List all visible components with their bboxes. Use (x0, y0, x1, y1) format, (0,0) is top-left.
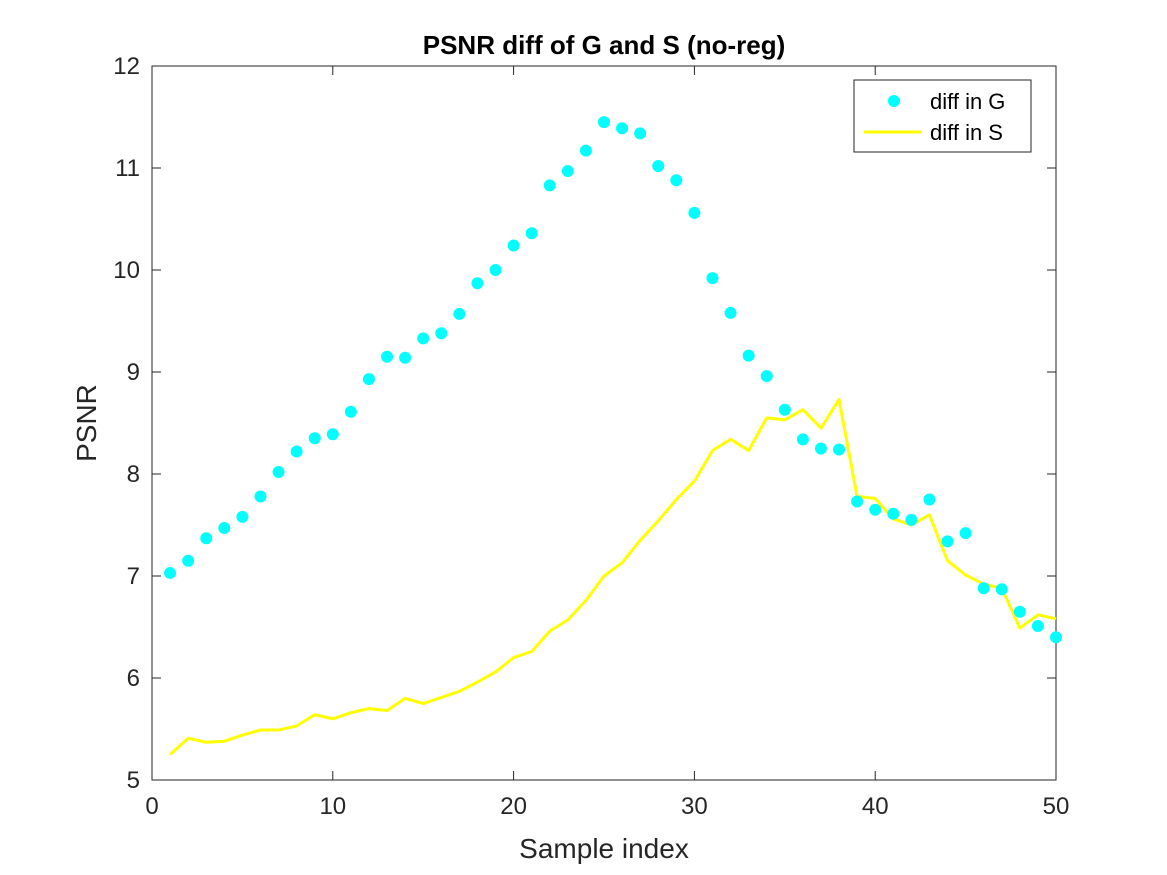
data-point-diff-in-g (1013, 605, 1026, 618)
data-point-diff-in-g (598, 116, 610, 129)
x-tick-label: 40 (862, 793, 889, 820)
data-point-diff-in-g (489, 264, 502, 276)
data-point-diff-in-g (200, 532, 213, 545)
y-tick-label: 6 (127, 665, 140, 692)
data-point-diff-in-g (1031, 619, 1044, 632)
data-point-diff-in-g (344, 405, 357, 418)
tick-marks (151, 65, 1057, 781)
data-point-diff-in-g (1050, 631, 1062, 644)
chart-title: PSNR diff of G and S (no-reg) (423, 30, 786, 60)
data-point-diff-in-g (543, 179, 556, 192)
x-tick-labels: 0 10 20 30 40 50 (145, 793, 1069, 820)
data-point-diff-in-g (959, 527, 972, 540)
data-point-diff-in-g (923, 493, 936, 506)
data-point-diff-in-g (435, 327, 448, 340)
data-point-diff-in-g (688, 206, 701, 219)
data-point-diff-in-g (796, 433, 809, 446)
x-axis-label: Sample index (519, 833, 689, 864)
data-point-diff-in-g (941, 535, 954, 548)
data-point-diff-in-g (616, 122, 629, 135)
y-tick-label: 10 (113, 257, 140, 284)
data-point-diff-in-g (218, 522, 231, 535)
data-point-diff-in-g (869, 503, 882, 516)
legend-label-diff-in-g: diff in G (930, 89, 1005, 114)
data-point-diff-in-g (290, 445, 303, 458)
legend-marker-diff-in-g (888, 95, 900, 107)
y-tick-label: 12 (113, 53, 140, 80)
x-tick-label: 0 (145, 793, 158, 820)
data-point-diff-in-g (706, 272, 719, 285)
data-point-diff-in-g (851, 495, 864, 508)
data-point-diff-in-g (652, 159, 665, 172)
data-point-diff-in-g (814, 442, 827, 455)
data-point-diff-in-g (634, 127, 647, 140)
data-point-diff-in-g (995, 583, 1008, 596)
data-point-diff-in-g (778, 403, 791, 416)
data-point-diff-in-g (417, 332, 430, 345)
data-point-diff-in-g (579, 144, 592, 157)
legend: diff in G diff in S (853, 79, 1032, 153)
data-point-diff-in-g (507, 239, 520, 252)
y-tick-label: 9 (127, 359, 140, 386)
data-point-diff-in-g (887, 507, 900, 520)
y-tick-label: 11 (115, 155, 140, 182)
x-tick-label: 10 (319, 793, 346, 820)
y-tick-label: 5 (127, 767, 140, 794)
data-point-diff-in-g (977, 582, 990, 595)
data-point-diff-in-g (724, 306, 737, 319)
data-point-diff-in-g (833, 443, 846, 456)
data-point-diff-in-g (236, 510, 249, 523)
data-point-diff-in-g (164, 566, 177, 579)
y-tick-label: 8 (127, 461, 140, 488)
data-point-diff-in-g (272, 465, 285, 478)
data-point-diff-in-g (308, 432, 321, 445)
data-point-diff-in-g (182, 554, 195, 567)
series-layer (164, 116, 1062, 756)
x-tick-label: 50 (1043, 793, 1070, 820)
y-tick-labels: 5 6 7 8 9 10 11 12 (113, 53, 140, 794)
data-point-diff-in-g (905, 513, 918, 526)
legend-box (853, 79, 1032, 153)
data-point-diff-in-g (326, 428, 339, 441)
data-point-diff-in-g (362, 373, 375, 386)
data-point-diff-in-g (381, 350, 394, 363)
data-point-diff-in-g (561, 165, 574, 178)
data-point-diff-in-g (525, 227, 538, 240)
y-axis-label: PSNR (71, 384, 102, 462)
legend-label-diff-in-s: diff in S (930, 120, 1003, 145)
y-tick-label: 7 (127, 563, 140, 590)
plot-area (151, 65, 1057, 781)
data-point-diff-in-g (760, 370, 773, 383)
data-point-diff-in-g (471, 277, 484, 290)
data-point-diff-in-g (453, 307, 466, 320)
x-tick-label: 20 (500, 793, 527, 820)
data-point-diff-in-g (399, 351, 412, 364)
data-point-diff-in-g (742, 349, 755, 362)
data-point-diff-in-g (254, 490, 267, 503)
data-point-diff-in-g (670, 174, 683, 187)
x-tick-label: 30 (681, 793, 708, 820)
